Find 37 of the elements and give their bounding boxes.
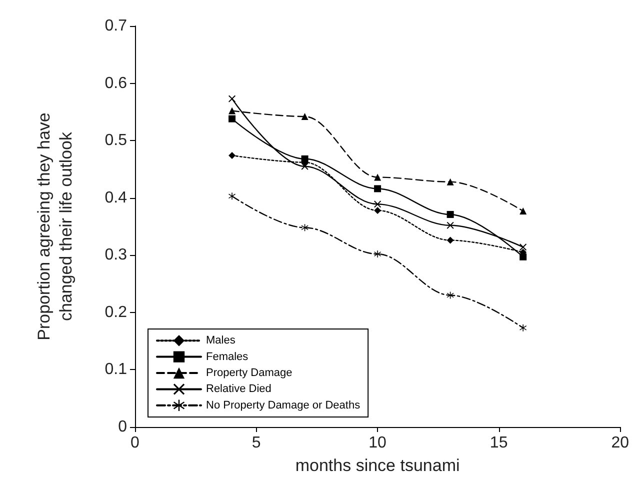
y-tick-label: 0.2 xyxy=(104,304,128,321)
point xyxy=(228,107,236,114)
point xyxy=(228,115,236,122)
point xyxy=(374,185,382,192)
legend-label: Property Damage xyxy=(206,367,292,379)
point xyxy=(520,208,527,215)
point xyxy=(301,113,308,120)
x-axis-title: months since tsunami xyxy=(295,456,460,475)
legend-label: Males xyxy=(206,334,236,347)
point xyxy=(446,178,454,186)
x-tick-label: 0 xyxy=(130,434,140,452)
point xyxy=(520,244,527,251)
point xyxy=(228,152,236,159)
y-tick-label: 0.6 xyxy=(104,74,128,92)
point xyxy=(228,192,236,200)
y-axis-title: Proportion agreeing they have changed their life outlook xyxy=(34,112,76,340)
point xyxy=(446,236,454,244)
y-tick-label: 0.7 xyxy=(104,18,128,34)
y-tick-label: 0.3 xyxy=(104,246,128,264)
x-tick-label: 5 xyxy=(252,434,261,452)
point xyxy=(446,222,454,229)
y-tick-label: 0 xyxy=(118,418,128,436)
legend-label: Females xyxy=(206,350,249,363)
x-tick-label: 20 xyxy=(611,434,630,452)
point xyxy=(374,200,382,208)
point xyxy=(374,250,382,258)
x-tick-label: 10 xyxy=(368,434,387,452)
y-tick-label: 0.5 xyxy=(104,132,128,150)
y-tick-label: 0.1 xyxy=(104,361,128,378)
point xyxy=(520,324,527,332)
y-tick-label: 0.4 xyxy=(104,189,128,206)
point xyxy=(374,206,382,214)
point xyxy=(446,210,454,218)
x-tick-label: 15 xyxy=(490,434,508,452)
point xyxy=(374,174,382,181)
legend-label: No Property Damage or Deaths xyxy=(206,399,361,412)
legend-label: Relative Died xyxy=(206,383,272,396)
